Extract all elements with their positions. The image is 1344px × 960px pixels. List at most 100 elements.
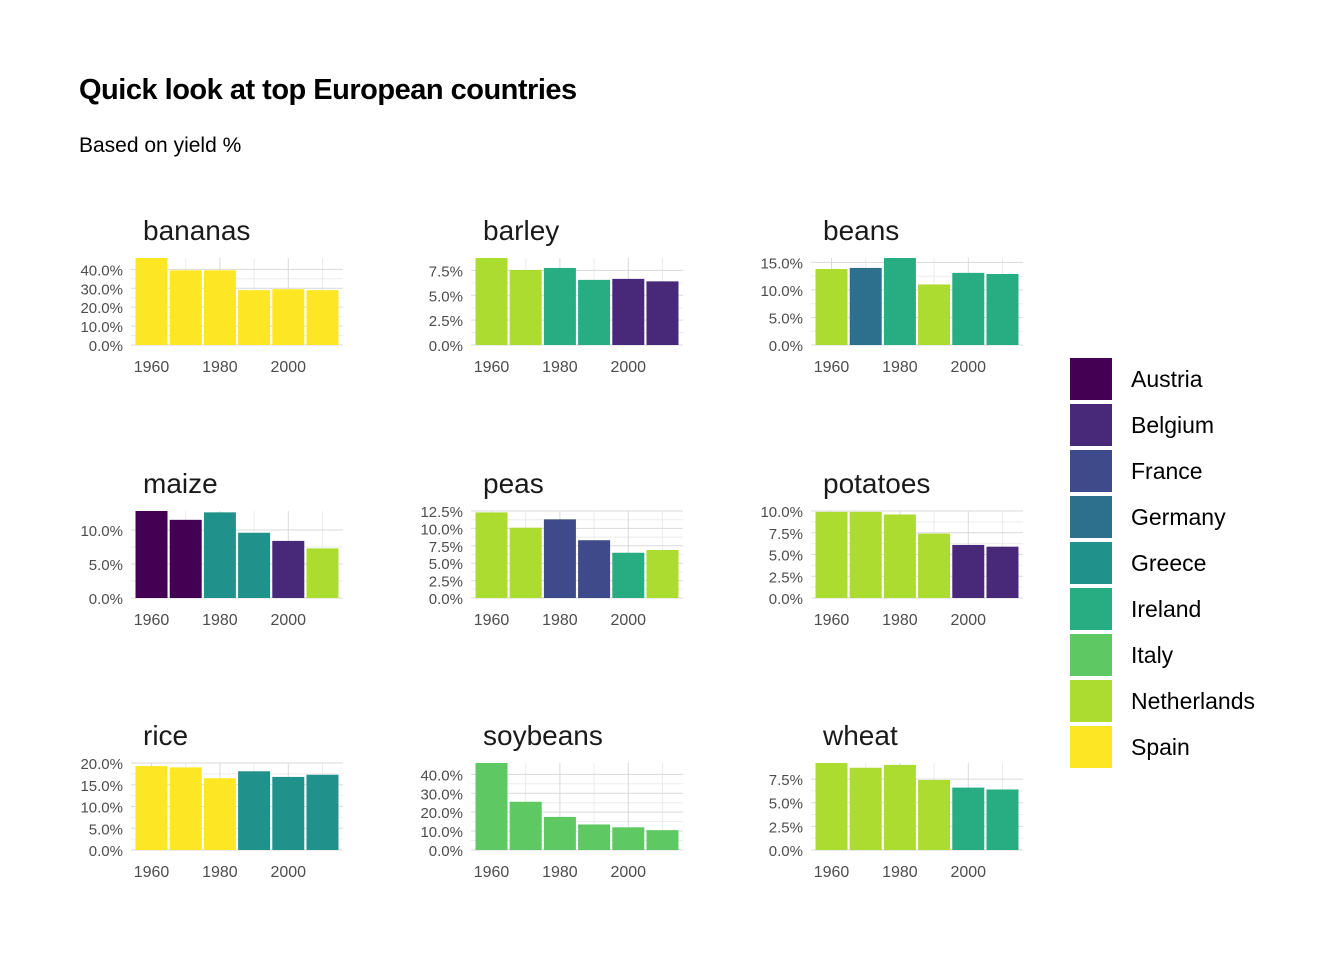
bar <box>509 801 542 850</box>
bar <box>272 289 305 345</box>
bar <box>986 273 1019 345</box>
bar <box>169 767 202 850</box>
x-tick-label: 1960 <box>474 612 510 629</box>
bar <box>952 544 985 598</box>
y-tick-label: 2.5% <box>429 574 463 591</box>
bar <box>306 774 339 850</box>
y-tick-label: 7.5% <box>429 263 463 280</box>
bar <box>135 511 168 598</box>
legend-item: Germany <box>1070 494 1255 540</box>
bar <box>238 532 271 598</box>
y-tick-label: 0.0% <box>89 843 123 860</box>
y-tick-label: 20.0% <box>80 756 123 773</box>
bar <box>475 258 508 345</box>
bar <box>578 540 611 598</box>
y-tick-label: 15.0% <box>760 255 803 272</box>
bar <box>306 290 339 345</box>
legend-swatch <box>1070 726 1112 768</box>
x-tick-label: 2000 <box>610 359 646 376</box>
bar <box>646 549 679 598</box>
x-tick-label: 2000 <box>270 864 306 881</box>
legend-item: Netherlands <box>1070 678 1255 724</box>
bar <box>883 514 916 598</box>
bar <box>135 258 168 345</box>
legend-label: Spain <box>1131 733 1190 760</box>
bar <box>612 827 645 850</box>
y-tick-label: 10.0% <box>80 800 123 817</box>
facet-title: beans <box>823 215 899 246</box>
facet-potatoes: potatoes 0.0% 2.5% 5.0% 7.5% 10.0% 1960 1980 200… <box>760 468 1023 629</box>
y-tick-label: 15.0% <box>80 778 123 795</box>
y-tick-label: 30.0% <box>420 786 463 803</box>
bar <box>815 763 848 850</box>
facet-beans: beans 0.0% 5.0% 10.0% 15.0% 1960 1980 2000 <box>760 215 1023 376</box>
bar <box>238 290 271 345</box>
bar <box>272 776 305 850</box>
facet-title: rice <box>143 720 188 751</box>
bar <box>612 552 645 598</box>
x-tick-label: 1960 <box>134 359 170 376</box>
legend-swatch <box>1070 542 1112 584</box>
facet-maize: maize 0.0% 5.0% 10.0% 1960 1980 2000 <box>80 468 343 629</box>
y-tick-label: 7.5% <box>769 772 803 789</box>
bar <box>612 278 645 345</box>
x-tick-label: 1960 <box>134 612 170 629</box>
legend-label: Ireland <box>1131 595 1202 622</box>
y-tick-label: 7.5% <box>769 526 803 543</box>
y-tick-label: 0.0% <box>429 338 463 355</box>
bar <box>883 764 916 850</box>
bar <box>578 824 611 850</box>
y-tick-label: 2.5% <box>429 313 463 330</box>
y-tick-label: 0.0% <box>89 338 123 355</box>
y-tick-label: 0.0% <box>429 591 463 608</box>
x-tick-label: 1960 <box>814 612 850 629</box>
y-tick-label: 7.5% <box>429 539 463 556</box>
bar <box>986 789 1019 850</box>
bar <box>918 780 951 850</box>
bar <box>918 533 951 598</box>
legend-label: Netherlands <box>1131 687 1256 714</box>
y-tick-label: 2.5% <box>769 569 803 586</box>
x-tick-label: 2000 <box>950 612 986 629</box>
bar <box>815 269 848 345</box>
chart-subtitle: Based on yield % <box>79 134 242 157</box>
x-tick-label: 1980 <box>202 612 238 629</box>
legend-swatch <box>1070 450 1112 492</box>
bar <box>543 519 576 598</box>
facet-title: potatoes <box>823 468 930 499</box>
bar <box>203 778 236 850</box>
facet-title: bananas <box>143 215 250 246</box>
y-tick-label: 12.5% <box>420 504 463 521</box>
y-tick-label: 5.0% <box>429 556 463 573</box>
y-tick-label: 0.0% <box>769 591 803 608</box>
x-tick-label: 1980 <box>882 612 918 629</box>
y-tick-label: 10.0% <box>760 283 803 300</box>
x-tick-label: 2000 <box>610 612 646 629</box>
y-tick-label: 10.0% <box>420 521 463 538</box>
x-tick-label: 1960 <box>134 864 170 881</box>
legend-item: Ireland <box>1070 586 1255 632</box>
legend-item: Greece <box>1070 540 1255 586</box>
legend-label: Greece <box>1131 549 1207 576</box>
bar <box>952 787 985 850</box>
facet-title: barley <box>483 215 559 246</box>
bar <box>883 258 916 345</box>
facet-soybeans: soybeans 0.0% 10.0% 20.0% 30.0% 40.0% 1960 1980… <box>420 720 683 881</box>
legend-item: France <box>1070 448 1255 494</box>
legend-label: France <box>1131 457 1203 484</box>
bar <box>238 771 271 850</box>
bar <box>952 272 985 345</box>
legend-swatch <box>1070 404 1112 446</box>
bar <box>849 511 882 598</box>
facet-barley: barley 0.0% 2.5% 5.0% 7.5% 1960 1980 2000 <box>429 215 683 376</box>
facet-wheat: wheat 0.0% 2.5% 5.0% 7.5% 1960 1980 2000 <box>769 720 1023 881</box>
bar <box>578 279 611 345</box>
x-tick-label: 1980 <box>202 359 238 376</box>
y-tick-label: 10.0% <box>80 319 123 336</box>
legend-item: Spain <box>1070 724 1255 770</box>
y-tick-label: 2.5% <box>769 819 803 836</box>
y-tick-label: 5.0% <box>769 310 803 327</box>
bar <box>986 546 1019 598</box>
legend-swatch <box>1070 588 1112 630</box>
y-tick-label: 0.0% <box>769 338 803 355</box>
